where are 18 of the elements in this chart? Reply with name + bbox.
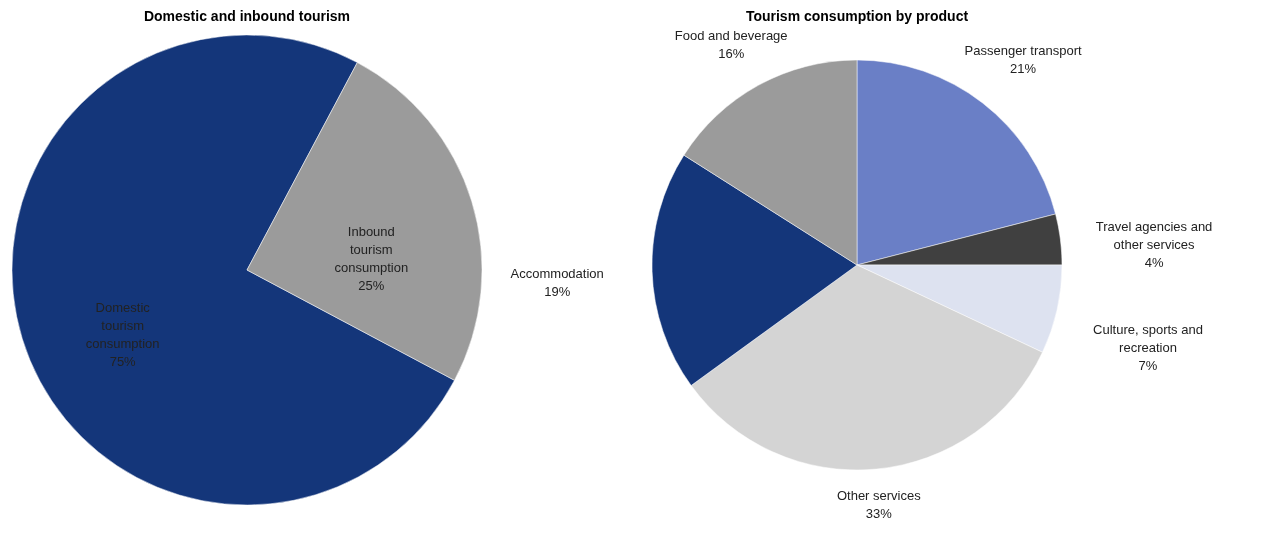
slice-label: Passenger transport [964,42,1082,58]
data-label: 33% [865,506,893,522]
slice-label: Domestic tourism consumption [85,300,160,352]
slice-label: Accommodation [510,266,604,282]
data-label: 16% [718,46,745,62]
chart-title: Tourism consumption by product [745,8,969,24]
data-label: 75% [109,354,137,370]
data-label: 7% [1138,358,1158,374]
slice-label: Culture, sports and recreation [1093,322,1203,356]
slice-label: Inbound tourism consumption [334,223,409,275]
data-label: 25% [358,277,385,293]
data-label: 4% [1144,255,1164,271]
slice-label: Food and beverage [674,28,788,44]
slice-label: Other services [836,488,922,504]
data-label: 19% [544,284,571,300]
chart-title: Domestic and inbound tourism [143,8,351,24]
data-label: 21% [1010,60,1037,76]
slice-label: Travel agencies and other services [1095,219,1213,253]
